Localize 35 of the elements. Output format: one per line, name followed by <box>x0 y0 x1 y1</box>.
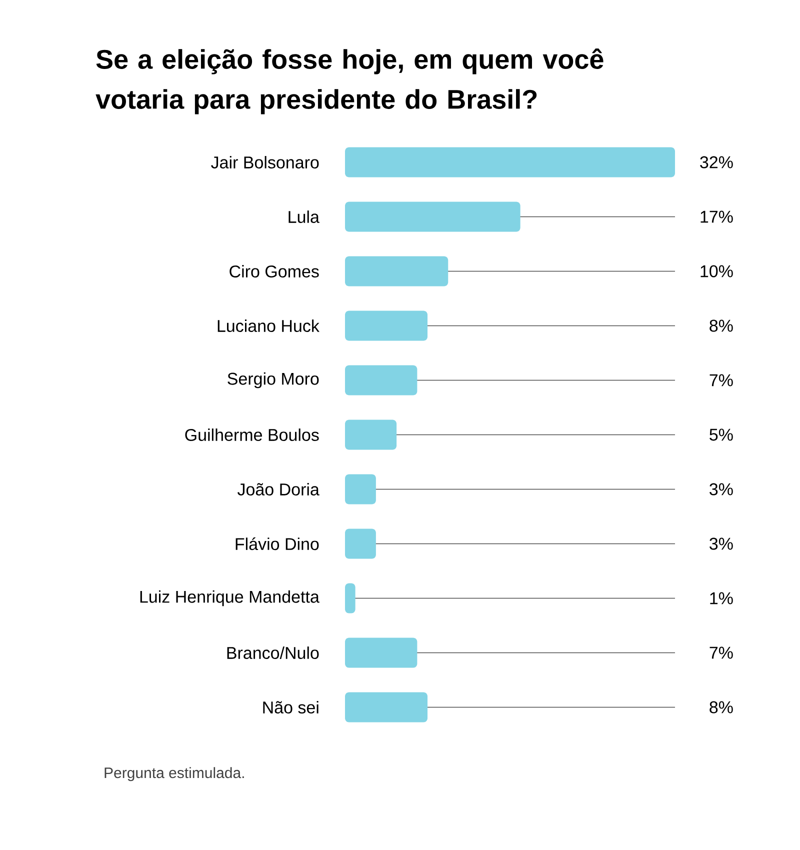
chart-title: Se a eleição fosse hoje, em quem você votaria para presidente do Brasil? <box>96 48 604 114</box>
data-label: 10% <box>700 265 733 278</box>
bar <box>345 474 376 504</box>
bar <box>345 256 448 286</box>
data-label: 17% <box>700 210 733 223</box>
data-label: 8% <box>710 701 733 714</box>
y-tick-label: Flávio Dino <box>236 537 319 550</box>
text: Pergunta estimulada. <box>104 767 244 782</box>
bar <box>345 310 428 341</box>
y-tick-label: Branco/Nulo <box>227 646 319 660</box>
data-label: 8% <box>710 320 733 332</box>
data-label: 3% <box>710 538 733 550</box>
bar <box>345 202 520 232</box>
data-label: 7% <box>710 374 733 386</box>
y-tick-label: Luciano Huck <box>218 320 320 332</box>
bar <box>345 365 418 396</box>
y-tick-label: Jair Bolsonaro <box>211 156 319 168</box>
bar <box>345 420 397 450</box>
data-label: 3% <box>710 483 733 496</box>
y-tick-label: Não sei <box>263 701 318 714</box>
bar <box>345 692 428 722</box>
y-tick-label: Guilherme Boulos <box>185 428 319 441</box>
data-label: 32% <box>700 156 733 168</box>
bar <box>345 638 418 668</box>
y-tick-label: Luiz Henrique Mandetta <box>140 590 320 606</box>
data-label: 7% <box>710 646 733 659</box>
y-tick-label: Sergio Moro <box>228 372 319 388</box>
bar <box>345 147 676 178</box>
bar <box>345 583 356 614</box>
y-tick-label: Ciro Gomes <box>230 265 319 278</box>
y-tick-label: Lula <box>288 210 320 223</box>
data-label: 1% <box>710 592 733 604</box>
bar <box>345 528 376 559</box>
data-label: 5% <box>710 428 733 441</box>
y-tick-label: João Doria <box>238 483 320 496</box>
